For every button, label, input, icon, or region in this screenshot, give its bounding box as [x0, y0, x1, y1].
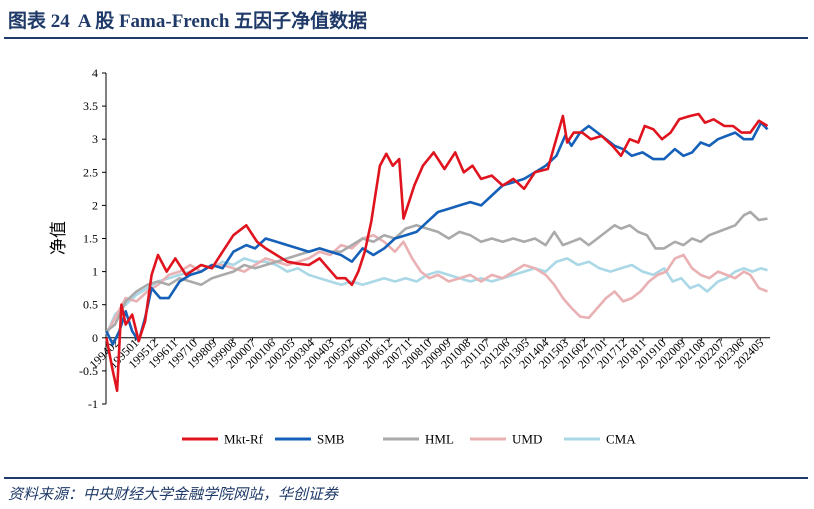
series-line-smb: [105, 121, 769, 346]
y-tick-label: 4: [92, 66, 98, 80]
x-axis: 1994021995011995121996111997101998091999…: [87, 336, 770, 371]
y-axis: -1 -0.5 0 0.5 1 1.5 2 2.5 3 3.5 4: [79, 66, 107, 411]
series-group: [105, 112, 769, 393]
source-note: 资料来源：中央财经大学金融学院网站，华创证券: [8, 487, 339, 503]
series-line-mkt-rf: [105, 112, 769, 393]
series-line-umd: [105, 233, 768, 336]
legend-label: SMB: [317, 432, 345, 447]
legend-item-umd: UMD: [470, 432, 542, 447]
legend-item-smb: SMB: [275, 432, 345, 447]
legend-label: HML: [425, 432, 454, 447]
legend-label: CMA: [606, 432, 636, 447]
legend: Mkt-Rf SMB HML UMD CMA: [182, 432, 636, 447]
y-tick-label: 1.5: [83, 232, 98, 246]
y-tick-label: 3.5: [83, 99, 98, 113]
y-axis-label: 净值: [49, 221, 69, 255]
y-tick-label: -1: [88, 397, 98, 411]
figure-title: 图表 24 A 股 Fama-French 五因子净值数据: [8, 6, 375, 33]
legend-item-hml: HML: [383, 432, 454, 447]
y-tick-label: 1: [92, 265, 98, 279]
legend-label: Mkt-Rf: [224, 432, 264, 447]
y-tick-label: 0: [92, 331, 98, 345]
y-tick-label: 0.5: [83, 298, 98, 312]
y-tick-label: 3: [92, 132, 98, 146]
legend-item-mkt-rf: Mkt-Rf: [182, 432, 264, 447]
y-tick-label: 2.5: [83, 165, 98, 179]
header-rule: [4, 37, 808, 39]
figure-title-text: A 股 Fama-French 五因子净值数据: [77, 11, 368, 32]
footer-rule: [4, 477, 808, 479]
y-tick-label: -0.5: [79, 364, 98, 378]
series-line-hml: [105, 210, 768, 333]
chart: -1 -0.5 0 0.5 1 1.5 2 2.5 3 3.5 4 1994021995011995…: [49, 66, 770, 447]
legend-label: UMD: [512, 432, 542, 447]
legend-item-cma: CMA: [564, 432, 636, 447]
figure-header: 图表 24 A 股 Fama-French 五因子净值数据: [0, 0, 814, 40]
figure-label: 图表 24: [8, 11, 70, 32]
y-tick-label: 2: [92, 198, 98, 212]
